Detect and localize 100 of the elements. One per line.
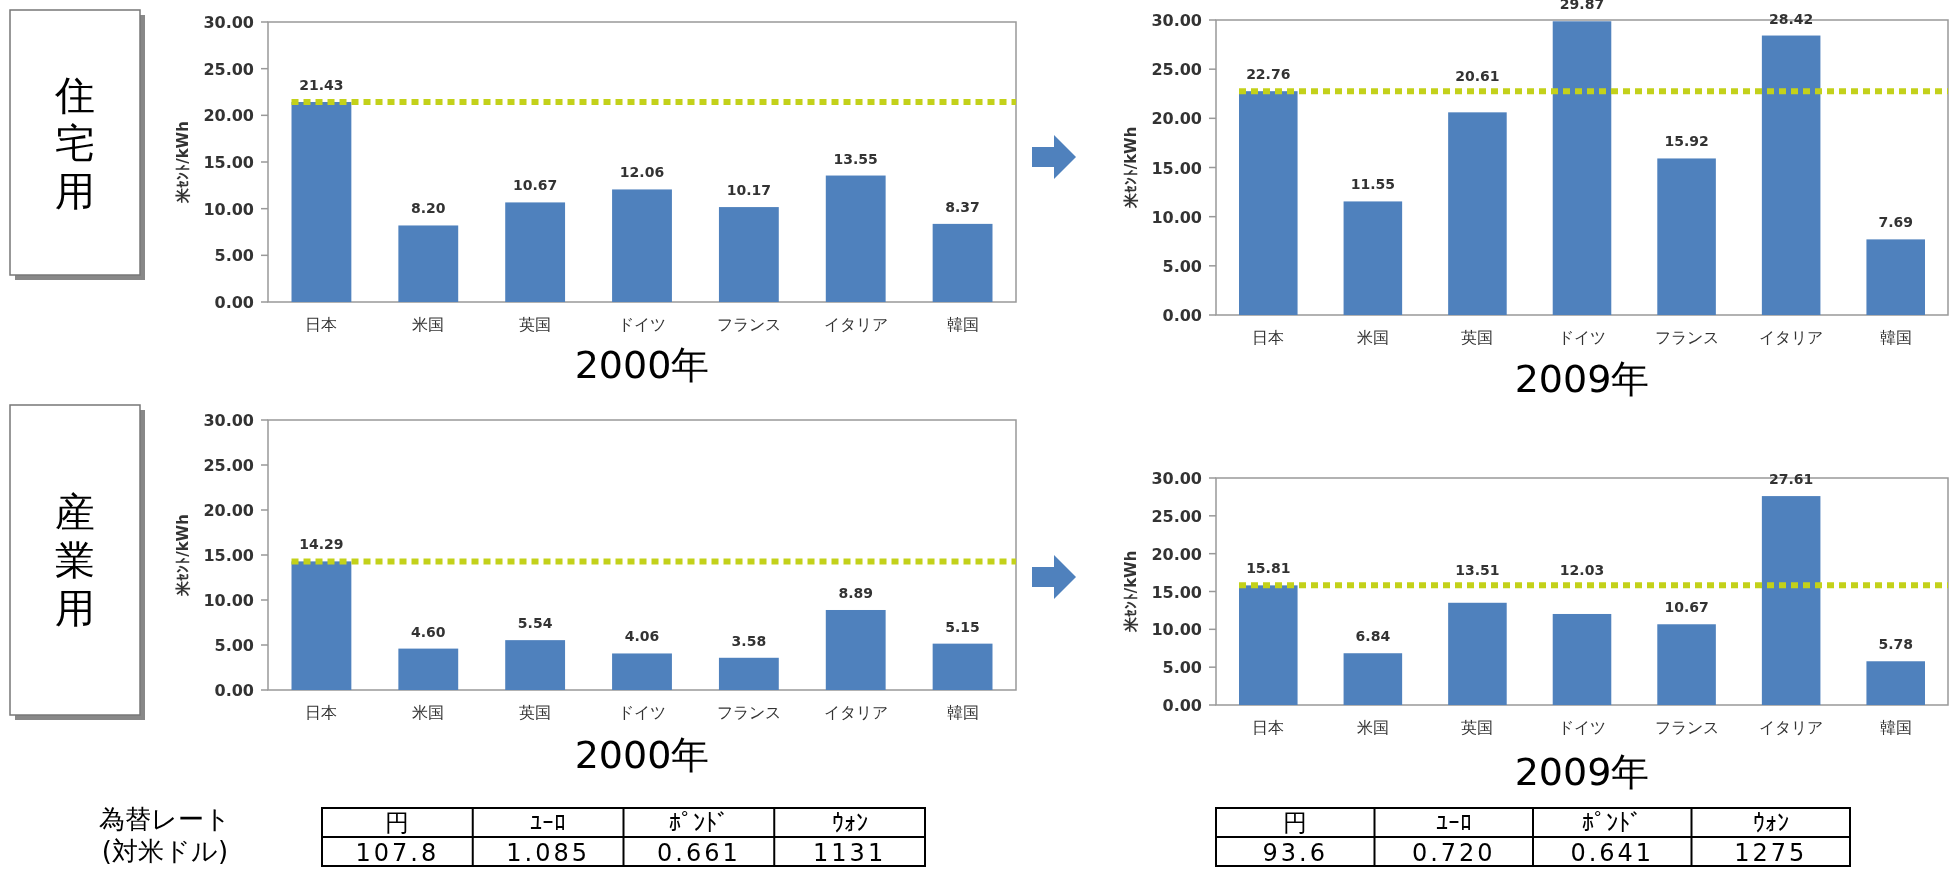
x-tick-label: ドイツ bbox=[618, 703, 666, 722]
y-tick-label: 5.00 bbox=[1162, 658, 1202, 678]
x-axis-title: 2000年 bbox=[574, 733, 710, 777]
data-label: 0.641 bbox=[1570, 839, 1655, 867]
bar bbox=[1448, 602, 1507, 705]
y-tick-label: 20.00 bbox=[203, 106, 254, 126]
data-label: 93.6 bbox=[1262, 839, 1328, 867]
x-tick-label: 日本 bbox=[1252, 328, 1285, 347]
y-axis-title: 米ｾﾝﾄ/kWh bbox=[174, 121, 192, 204]
y-axis-title: 米ｾﾝﾄ/kWh bbox=[1122, 550, 1140, 634]
data-label: 0.661 bbox=[657, 839, 741, 867]
bar bbox=[718, 207, 779, 302]
x-tick-label: 韓国 bbox=[1879, 718, 1912, 737]
x-tick-label: 英国 bbox=[519, 315, 552, 334]
y-tick-label: 20.00 bbox=[1151, 109, 1202, 129]
category-label: ﾕｰﾛ bbox=[1435, 809, 1472, 837]
y-tick-label: 5.00 bbox=[214, 636, 254, 655]
y-tick-label: 0.00 bbox=[214, 293, 254, 312]
category-label: ﾎﾟﾝﾄﾞ bbox=[1582, 809, 1643, 837]
x-axis-title: 2009年 bbox=[1514, 750, 1650, 794]
data-label: 1275 bbox=[1734, 839, 1808, 867]
bar bbox=[1657, 158, 1716, 315]
data-label: 0.720 bbox=[1411, 839, 1496, 867]
data-label: 4.60 bbox=[411, 623, 446, 640]
data-label: 7.69 bbox=[1878, 214, 1913, 231]
data-label: 28.42 bbox=[1768, 10, 1814, 27]
bar bbox=[1448, 112, 1507, 315]
y-axis-title: 米ｾﾝﾄ/kWh bbox=[1122, 126, 1140, 210]
x-tick-label: 日本 bbox=[1252, 718, 1285, 737]
x-tick-label: イタリア bbox=[1759, 718, 1824, 737]
data-label: 15.92 bbox=[1664, 133, 1709, 150]
x-tick-label: 米国 bbox=[412, 703, 445, 722]
category-label: ﾕｰﾛ bbox=[530, 809, 567, 837]
category-label: ﾎﾟﾝﾄﾞ bbox=[668, 809, 729, 837]
x-tick-label: 米国 bbox=[1356, 718, 1389, 737]
data-label: 21.43 bbox=[299, 76, 344, 93]
y-tick-label: 15.00 bbox=[1151, 582, 1202, 602]
data-label: 5.78 bbox=[1878, 636, 1913, 653]
bar bbox=[932, 223, 993, 302]
bar bbox=[291, 101, 352, 302]
category-label: 円 bbox=[1283, 809, 1308, 837]
bar bbox=[1761, 496, 1821, 705]
data-label: 10.17 bbox=[726, 182, 772, 199]
x-tick-label: 米国 bbox=[412, 315, 445, 334]
bar bbox=[1866, 661, 1925, 705]
data-label: 107.8 bbox=[355, 839, 440, 867]
bar bbox=[505, 640, 566, 690]
data-label: 10.67 bbox=[1664, 599, 1709, 616]
x-tick-label: イタリア bbox=[1759, 328, 1824, 347]
data-label: 5.54 bbox=[517, 615, 553, 632]
y-tick-label: 25.00 bbox=[203, 59, 254, 79]
y-tick-label: 10.00 bbox=[1151, 620, 1202, 640]
bar bbox=[1761, 35, 1821, 315]
bar bbox=[1657, 624, 1716, 705]
x-tick-label: 英国 bbox=[519, 703, 552, 722]
x-tick-label: フランス bbox=[716, 315, 781, 334]
bar bbox=[398, 225, 459, 302]
y-axis-title: 米ｾﾝﾄ/kWh bbox=[174, 514, 192, 597]
y-tick-label: 0.00 bbox=[1162, 696, 1202, 715]
data-label: 1.085 bbox=[506, 839, 590, 867]
data-label: 8.37 bbox=[945, 198, 980, 215]
x-tick-label: フランス bbox=[1654, 718, 1719, 737]
data-label: 12.03 bbox=[1559, 562, 1605, 579]
data-label: 3.58 bbox=[731, 632, 767, 649]
data-label: 14.29 bbox=[299, 536, 344, 553]
data-label: 13.55 bbox=[833, 150, 878, 167]
bar bbox=[505, 202, 566, 302]
category-label: ｳｫﾝ bbox=[831, 809, 868, 837]
y-tick-label: 10.00 bbox=[1151, 207, 1202, 227]
data-label: 6.84 bbox=[1355, 628, 1391, 645]
y-tick-label: 20.00 bbox=[1151, 544, 1202, 564]
y-tick-label: 30.00 bbox=[203, 411, 254, 430]
text: 住宅用 bbox=[54, 71, 95, 214]
bar bbox=[612, 189, 672, 302]
x-tick-label: 米国 bbox=[1356, 328, 1389, 347]
data-label: 5.15 bbox=[945, 618, 980, 635]
data-label: 11.55 bbox=[1350, 176, 1396, 193]
y-tick-label: 30.00 bbox=[1151, 469, 1202, 488]
y-tick-label: 10.00 bbox=[203, 199, 254, 219]
x-tick-label: イタリア bbox=[823, 703, 888, 722]
data-label: 10.67 bbox=[512, 177, 558, 194]
y-tick-label: 5.00 bbox=[1162, 256, 1202, 276]
x-tick-label: 日本 bbox=[305, 315, 338, 334]
bar bbox=[1239, 585, 1298, 705]
x-tick-label: イタリア bbox=[823, 315, 888, 334]
x-tick-label: 韓国 bbox=[946, 703, 979, 722]
bar bbox=[398, 648, 459, 690]
y-tick-label: 25.00 bbox=[1151, 506, 1202, 526]
x-tick-label: 韓国 bbox=[946, 315, 979, 334]
x-tick-label: フランス bbox=[716, 703, 781, 722]
data-label: 8.89 bbox=[838, 584, 873, 601]
bar bbox=[291, 561, 352, 690]
y-tick-label: 25.00 bbox=[203, 456, 254, 475]
data-label: 15.81 bbox=[1246, 560, 1291, 577]
data-label: 27.61 bbox=[1768, 471, 1814, 488]
y-tick-label: 20.00 bbox=[203, 501, 254, 520]
x-tick-label: ドイツ bbox=[1558, 718, 1606, 737]
bar bbox=[1343, 201, 1403, 315]
data-label: 8.20 bbox=[411, 200, 446, 217]
data-label: 20.61 bbox=[1455, 68, 1500, 85]
